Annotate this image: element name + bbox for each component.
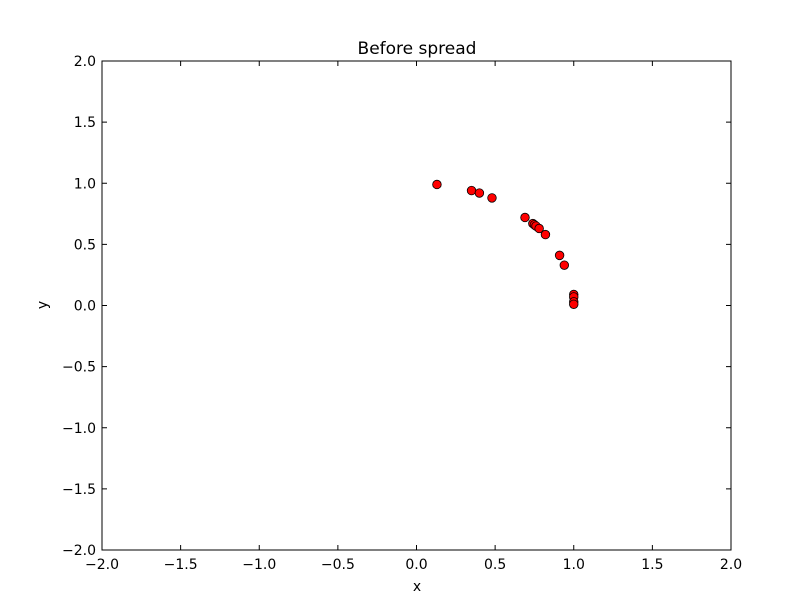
axis-ticks [101, 60, 732, 551]
plot-frame [101, 60, 732, 551]
y-tick-label: 0.5 [74, 237, 96, 253]
x-tick-label: 1.0 [563, 557, 585, 573]
y-tick-label: 2.0 [74, 54, 96, 70]
y-tick-label: −0.5 [62, 360, 96, 376]
x-tick-label: 0.5 [484, 557, 506, 573]
y-tick-label: 1.5 [74, 115, 96, 131]
y-tick-label: −1.0 [62, 421, 96, 437]
y-tick-label: −2.0 [62, 543, 96, 559]
y-tick-labels: −2.0 −1.5 −1.0 −0.5 0.0 0.5 1.0 1.5 2.0 [62, 54, 96, 559]
data-points [432, 179, 579, 309]
x-tick-label: −1.0 [242, 557, 276, 573]
data-point [432, 179, 442, 190]
chart-title: Before spread [358, 39, 477, 59]
x-tick-label: −2.0 [85, 557, 119, 573]
data-point [474, 188, 485, 198]
y-axis-label: y [35, 301, 51, 309]
data-point [487, 193, 497, 203]
data-point [540, 229, 551, 240]
x-tick-label: 0.0 [405, 557, 427, 573]
data-point [466, 185, 477, 196]
data-point [554, 250, 565, 261]
x-tick-labels: −2.0 −1.5 −1.0 −0.5 0.0 0.5 1.0 1.5 2.0 [85, 557, 742, 573]
x-tick-label: 1.5 [641, 557, 663, 573]
y-tick-label: 0.0 [74, 299, 96, 315]
data-point [569, 299, 579, 309]
y-tick-label: 1.0 [74, 176, 96, 192]
x-tick-label: 2.0 [720, 557, 742, 573]
data-point [520, 212, 530, 223]
y-tick-label: −1.5 [62, 482, 96, 498]
data-point [534, 223, 544, 234]
x-axis-label: x [413, 579, 421, 595]
x-tick-label: −1.5 [164, 557, 198, 573]
x-tick-label: −0.5 [321, 557, 355, 573]
data-point [559, 260, 570, 270]
